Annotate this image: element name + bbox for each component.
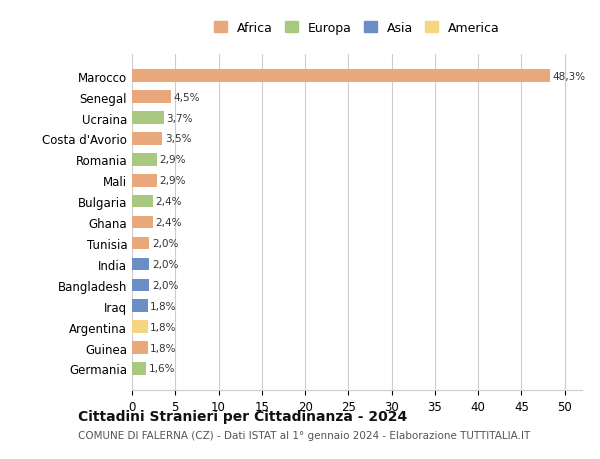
Bar <box>132 112 164 124</box>
Bar <box>132 91 171 104</box>
Bar <box>132 279 149 291</box>
Text: 1,8%: 1,8% <box>150 322 176 332</box>
Bar <box>132 154 157 166</box>
Text: 1,8%: 1,8% <box>150 343 176 353</box>
Bar <box>132 341 148 354</box>
Bar <box>132 363 146 375</box>
Text: 3,5%: 3,5% <box>165 134 191 144</box>
Bar <box>132 133 162 146</box>
Text: 48,3%: 48,3% <box>553 72 586 82</box>
Text: 2,4%: 2,4% <box>155 218 182 228</box>
Bar <box>132 216 153 229</box>
Text: COMUNE DI FALERNA (CZ) - Dati ISTAT al 1° gennaio 2024 - Elaborazione TUTTITALIA: COMUNE DI FALERNA (CZ) - Dati ISTAT al 1… <box>78 431 530 440</box>
Legend: Africa, Europa, Asia, America: Africa, Europa, Asia, America <box>211 18 503 38</box>
Bar <box>132 196 153 208</box>
Text: 4,5%: 4,5% <box>173 92 200 102</box>
Text: 2,4%: 2,4% <box>155 197 182 207</box>
Bar <box>132 237 149 250</box>
Bar <box>132 174 157 187</box>
Bar <box>132 70 550 83</box>
Text: 2,0%: 2,0% <box>152 280 178 290</box>
Text: 1,8%: 1,8% <box>150 301 176 311</box>
Text: 2,0%: 2,0% <box>152 239 178 248</box>
Text: Cittadini Stranieri per Cittadinanza - 2024: Cittadini Stranieri per Cittadinanza - 2… <box>78 409 407 423</box>
Text: 3,7%: 3,7% <box>167 113 193 123</box>
Text: 2,9%: 2,9% <box>160 176 186 186</box>
Text: 1,6%: 1,6% <box>148 364 175 374</box>
Bar <box>132 300 148 312</box>
Text: 2,9%: 2,9% <box>160 155 186 165</box>
Text: 2,0%: 2,0% <box>152 259 178 269</box>
Bar <box>132 258 149 271</box>
Bar <box>132 321 148 333</box>
